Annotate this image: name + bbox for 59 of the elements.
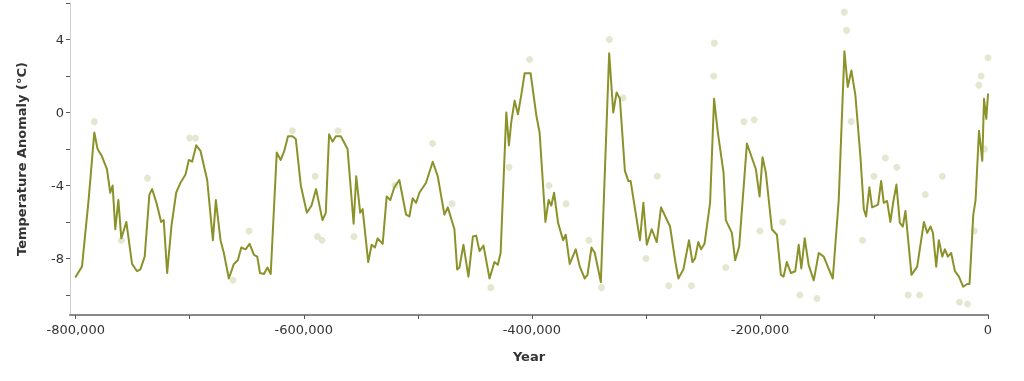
point — [977, 72, 985, 80]
point — [740, 118, 748, 126]
point — [963, 300, 971, 308]
point — [881, 154, 889, 162]
point — [653, 172, 661, 180]
point — [750, 116, 758, 124]
y-tick-label: 4 — [55, 31, 64, 47]
x-tick-label: -600,000 — [274, 322, 333, 337]
point — [921, 191, 929, 199]
point — [642, 254, 650, 262]
point — [585, 236, 593, 244]
point — [186, 134, 194, 142]
point — [605, 35, 613, 43]
point — [505, 163, 513, 171]
point — [975, 81, 983, 89]
point — [710, 72, 718, 80]
point — [722, 264, 730, 272]
point — [840, 8, 848, 16]
y-tick-label: -8 — [51, 250, 64, 266]
x-tick-label: -800,000 — [46, 322, 105, 337]
point — [843, 26, 851, 34]
point — [710, 39, 718, 47]
point — [870, 172, 878, 180]
point — [487, 284, 495, 292]
point — [545, 181, 553, 189]
y-tick-label: -4 — [51, 177, 64, 193]
point — [448, 200, 456, 208]
point — [916, 291, 924, 299]
point — [984, 54, 992, 62]
point — [597, 284, 605, 292]
point — [938, 172, 946, 180]
x-axis-title: Year — [511, 349, 546, 364]
point — [318, 236, 326, 244]
y-axis-title: Temperature Anomaly (°C) — [14, 62, 29, 256]
point — [288, 127, 296, 135]
point — [847, 118, 855, 126]
point — [796, 291, 804, 299]
point — [813, 295, 821, 303]
point — [859, 236, 867, 244]
x-tick-label: -400,000 — [502, 322, 562, 337]
point — [665, 282, 673, 290]
y-tick-label: 0 — [55, 104, 64, 120]
point — [562, 200, 570, 208]
point — [429, 139, 437, 147]
point — [893, 163, 901, 171]
x-tick-label: 0 — [983, 322, 993, 337]
point — [688, 282, 695, 290]
point — [334, 127, 342, 135]
point — [144, 174, 152, 182]
point — [313, 233, 321, 241]
point — [956, 298, 963, 306]
point — [90, 118, 98, 126]
point — [311, 172, 319, 180]
point — [526, 56, 534, 64]
point — [229, 276, 237, 284]
x-tick-label: -200,000 — [730, 322, 790, 337]
point — [904, 291, 912, 299]
point — [779, 218, 787, 226]
point — [350, 233, 358, 241]
